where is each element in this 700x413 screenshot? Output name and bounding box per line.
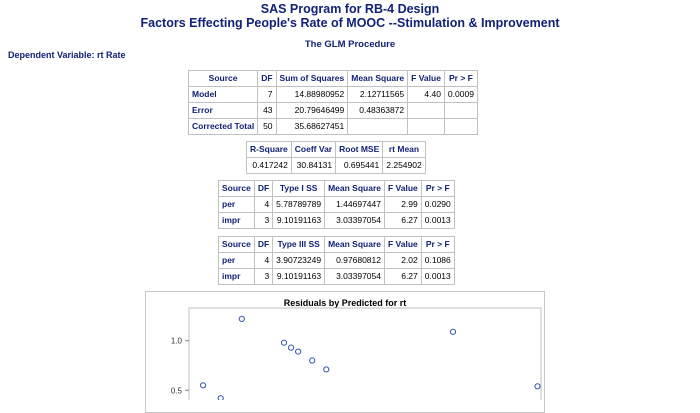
table-row: 0.417242 30.84131 0.695441 2.254902 xyxy=(246,157,426,174)
dependent-variable-label: Dependent Variable: rt Rate xyxy=(8,50,126,60)
table-cell: 50 xyxy=(257,118,277,135)
table-header-row: R-Square Coeff Var Root MSE rt Mean xyxy=(246,141,426,158)
column-header: Coeff Var xyxy=(290,141,337,158)
table-cell: 0.417242 xyxy=(246,157,292,174)
anova-table: Source DF Sum of Squares Mean Square F V… xyxy=(187,70,478,135)
table-cell xyxy=(347,118,409,135)
table-row: per 4 5.78789789 1.44697447 2.99 0.0290 xyxy=(218,196,455,213)
table-cell: 9.10191163 xyxy=(272,268,326,285)
report-title-line1: SAS Program for RB-4 Design xyxy=(260,2,440,16)
table-row: Model 7 14.88980952 2.12711565 4.40 0.00… xyxy=(187,86,478,103)
column-header: F Value xyxy=(384,180,422,197)
table-cell: 0.695441 xyxy=(335,157,384,174)
table-cell: 2.254902 xyxy=(382,157,426,174)
table-cell: 3 xyxy=(253,212,274,229)
plot-area-frame xyxy=(188,307,542,400)
y-tick-label: 0.5 xyxy=(171,386,183,395)
residual-plot: 1.0 0.5 xyxy=(171,307,542,400)
residual-point xyxy=(295,348,302,355)
residual-point xyxy=(287,344,295,351)
column-header: Pr > F xyxy=(443,70,478,87)
y-tick-label: 1.0 xyxy=(171,337,183,346)
residual-point xyxy=(280,339,288,346)
column-header: Pr > F xyxy=(420,180,455,197)
table-row: Corrected Total 50 35.68627451 xyxy=(187,118,478,135)
table-cell: 0.0013 xyxy=(420,268,455,285)
table-cell: 3.03397054 xyxy=(324,268,385,285)
type1-ss-table: Source DF Type I SS Mean Square F Value … xyxy=(218,180,455,229)
table-row: impr 3 9.10191163 3.03397054 6.27 0.0013 xyxy=(218,212,455,229)
table-cell: 0.0013 xyxy=(420,212,455,229)
residual-point xyxy=(323,366,330,373)
column-header: Source xyxy=(218,236,255,253)
row-header: impr xyxy=(218,268,255,285)
plot-title: Residuals by Predicted for rt xyxy=(283,298,407,308)
report-title-line2: Factors Effecting People's Rate of MOOC … xyxy=(140,16,560,30)
table-row: per 4 3.90723249 0.97680812 2.02 0.1086 xyxy=(218,252,455,269)
table-row: impr 3 9.10191163 3.03397054 6.27 0.0013 xyxy=(218,268,455,285)
table-cell: 9.10191163 xyxy=(272,212,326,229)
column-header: Source xyxy=(218,180,255,197)
procedure-heading: The GLM Procedure xyxy=(304,39,396,50)
residual-point xyxy=(238,315,245,323)
residual-point xyxy=(309,357,316,364)
fit-statistics-table: R-Square Coeff Var Root MSE rt Mean 0.41… xyxy=(246,141,426,174)
residual-point xyxy=(217,395,224,400)
table-cell: 30.84131 xyxy=(290,157,337,174)
column-header: Source xyxy=(187,70,259,87)
column-header: DF xyxy=(253,236,274,253)
column-header: Mean Square xyxy=(324,236,385,253)
table-cell xyxy=(443,118,478,135)
residual-point xyxy=(199,382,207,389)
table-cell: 3.03397054 xyxy=(324,212,385,229)
table-row: Error 43 20.79646499 0.48363872 xyxy=(187,102,478,119)
residual-plot-frame xyxy=(145,291,545,413)
type3-ss-table: Source DF Type III SS Mean Square F Valu… xyxy=(218,236,455,285)
residual-point xyxy=(534,383,541,390)
residual-point xyxy=(449,328,457,335)
table-cell: 3 xyxy=(253,268,274,285)
column-header: F Value xyxy=(407,70,445,87)
column-header: Root MSE xyxy=(335,141,384,158)
